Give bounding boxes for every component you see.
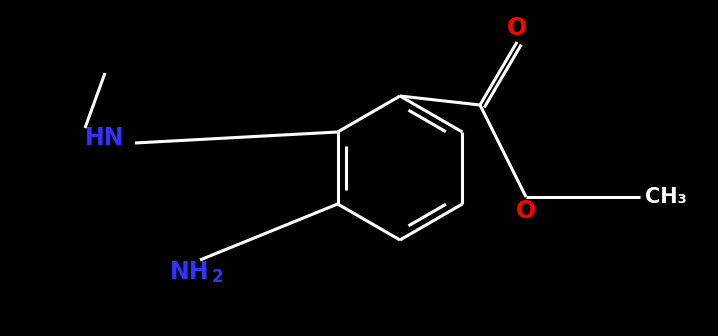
Text: CH₃: CH₃ <box>645 187 686 207</box>
Text: NH: NH <box>170 260 210 284</box>
Text: 2: 2 <box>212 268 223 286</box>
Text: O: O <box>507 16 527 40</box>
Text: HN: HN <box>85 126 125 150</box>
Text: O: O <box>516 199 536 223</box>
